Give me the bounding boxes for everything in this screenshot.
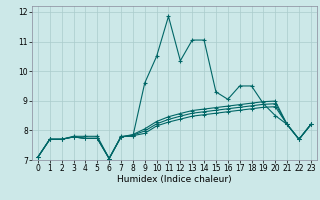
X-axis label: Humidex (Indice chaleur): Humidex (Indice chaleur) xyxy=(117,175,232,184)
